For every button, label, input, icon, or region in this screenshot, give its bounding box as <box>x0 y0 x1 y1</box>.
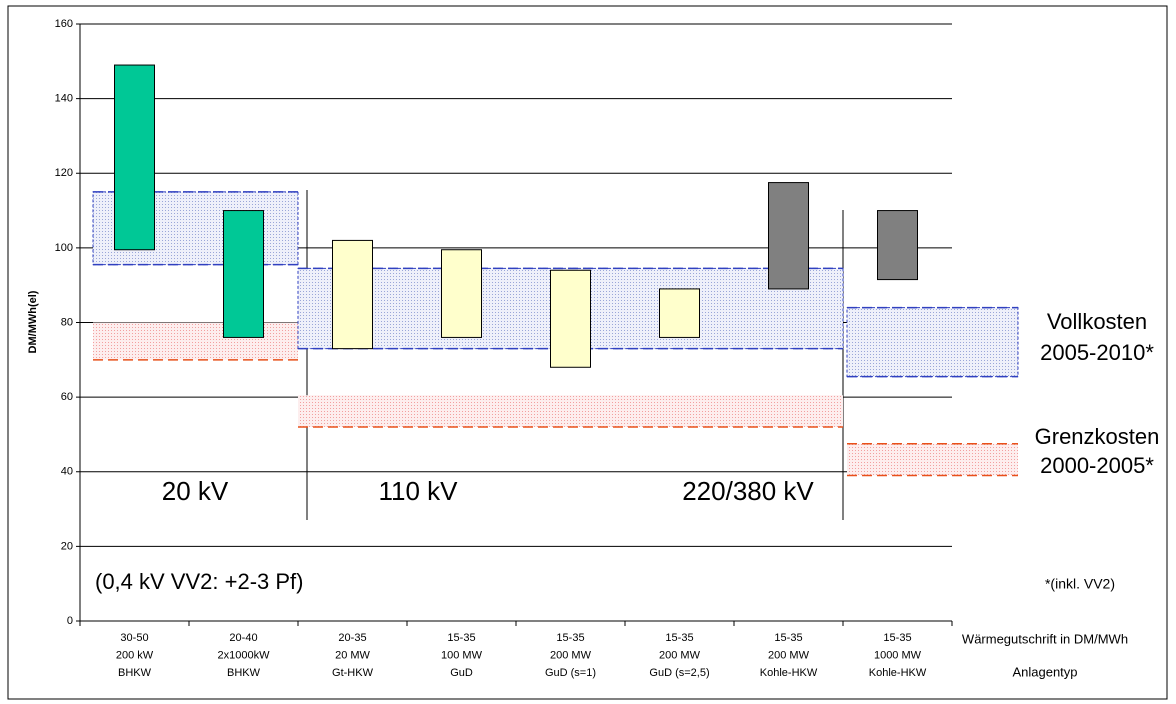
x-tick-label: 15-35 <box>447 632 475 644</box>
x-tick-label: 20-35 <box>338 632 366 644</box>
x-tick-label: 200 MW <box>768 649 810 661</box>
marginal-cost-label: Grenzkosten <box>1035 424 1160 449</box>
x-tick-label: GuD <box>450 667 473 679</box>
x-tick-label: GuD (s=2,5) <box>649 667 709 679</box>
y-tick-label: 140 <box>55 93 73 105</box>
bar <box>768 182 809 290</box>
x-tick-label: Kohle-HKW <box>760 667 818 679</box>
x-tick-label: Gt-HKW <box>332 667 374 679</box>
marginal-cost-band <box>93 322 298 360</box>
x-tick-label: 30-50 <box>120 632 148 644</box>
voltage-label: 220/380 kV <box>682 476 814 506</box>
voltage-label: 20 kV <box>162 476 229 506</box>
y-tick-label: 20 <box>61 540 73 552</box>
bar <box>441 249 482 338</box>
x-label-bottom: Anlagentyp <box>1012 664 1077 679</box>
y-axis-label: DM/MWh(el) <box>27 290 39 353</box>
bar <box>659 288 700 338</box>
frame <box>7 5 1168 700</box>
full-cost-label: Vollkosten <box>1047 309 1147 334</box>
x-tick-label: 20-40 <box>229 632 257 644</box>
x-tick-label: 15-35 <box>665 632 693 644</box>
x-tick-label: 15-35 <box>883 632 911 644</box>
bar <box>223 210 264 338</box>
x-tick-label: 1000 MW <box>874 649 922 661</box>
note: (0,4 kV VV2: +2-3 Pf) <box>95 569 303 594</box>
x-tick-label: BHKW <box>118 667 152 679</box>
full-cost-band <box>846 307 1019 378</box>
voltage-label: 110 kV <box>378 476 458 506</box>
full-cost-label: 2005-2010* <box>1040 340 1154 365</box>
x-tick-label: 200 kW <box>116 649 154 661</box>
bar <box>550 269 591 368</box>
marginal-cost-band <box>847 443 1018 476</box>
x-tick-label: 100 MW <box>441 649 483 661</box>
x-tick-label: Kohle-HKW <box>869 667 927 679</box>
x-tick-label: 20 MW <box>335 649 370 661</box>
y-tick-label: 80 <box>61 316 73 328</box>
y-tick-label: 40 <box>61 466 73 478</box>
x-tick-label: 15-35 <box>774 632 802 644</box>
y-tick-label: 120 <box>55 167 73 179</box>
x-tick-label: 15-35 <box>556 632 584 644</box>
bar <box>114 64 155 251</box>
y-tick-label: 160 <box>55 18 73 30</box>
x-tick-label: 2x1000kW <box>218 649 271 661</box>
bar <box>877 210 918 281</box>
footnote: *(inkl. VV2) <box>1045 576 1115 592</box>
y-tick-label: 100 <box>55 242 73 254</box>
x-tick-label: 200 MW <box>550 649 592 661</box>
x-label-top: Wärmegutschrift in DM/MWh <box>962 631 1128 646</box>
y-tick-label: 0 <box>67 615 73 627</box>
y-tick-label: 60 <box>61 391 73 403</box>
bar <box>332 239 373 350</box>
x-tick-label: GuD (s=1) <box>545 667 596 679</box>
x-tick-label: BHKW <box>227 667 261 679</box>
x-tick-label: 200 MW <box>659 649 701 661</box>
marginal-cost-label: 2000-2005* <box>1040 453 1154 478</box>
marginal-cost-band <box>298 395 843 427</box>
